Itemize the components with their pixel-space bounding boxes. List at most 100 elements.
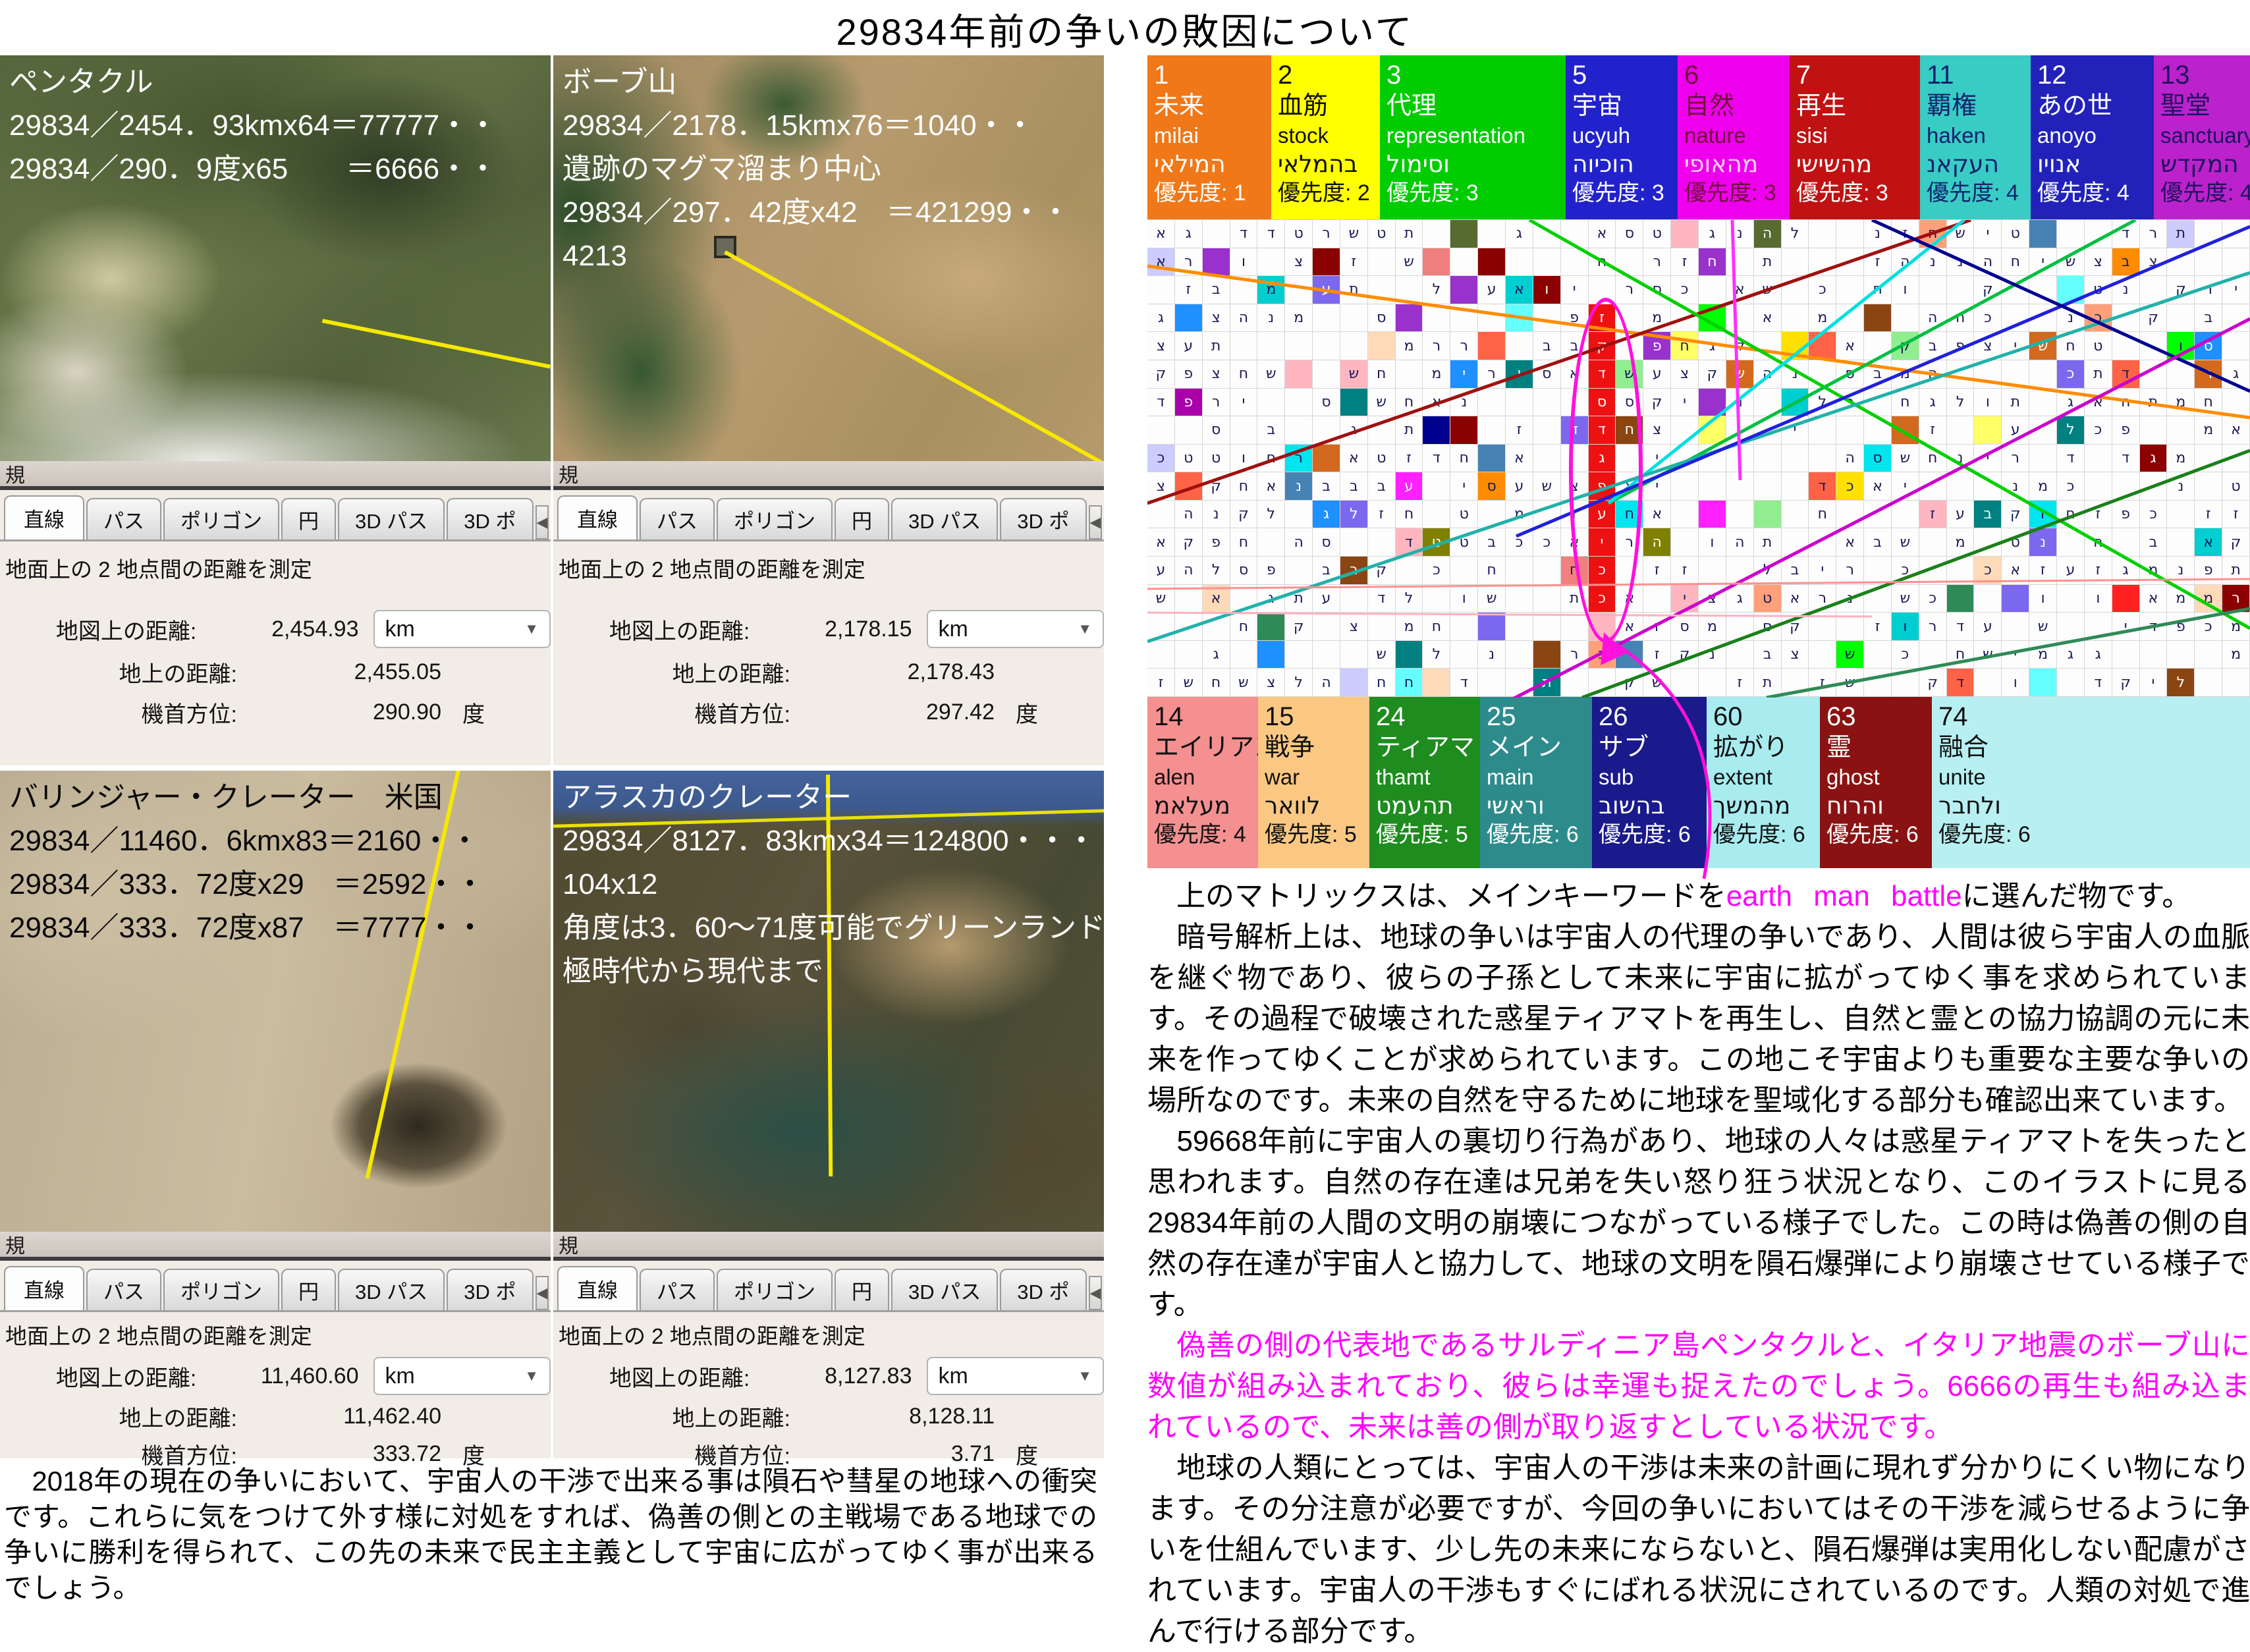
ruler-window-titlebar[interactable]: 規 [553,461,1104,487]
chevron-down-icon: ▼ [1078,1367,1093,1384]
measure-line [321,319,551,369]
map-distance-value: 2,454.93 [271,616,359,642]
tab-3D パス[interactable]: 3D パス [338,1269,445,1310]
ruler-dialog: 直線 パス ポリゴン円 3D パス 3D ポ ◀ 地面上の 2 地点間の距離を測定 地図上… [553,490,1105,765]
unit-value: km [938,1363,968,1389]
ground-distance-label: 地上の距離: [672,1406,790,1431]
left-conclusion-paragraph: 2018年の現在の争いにおいて、宇宙人の干渉で出来る事は隕石や彗星の地球への衝突… [4,1466,1097,1603]
satellite-image-barringer: バリンジャー・クレーター 米国 29834／11460．6kmx83＝2160・・… [0,771,551,1232]
map-distance-value: 2,178.15 [825,616,912,642]
chevron-down-icon: ▼ [1078,620,1093,637]
ruler-description: 地面上の 2 地点間の距離を測定 [5,557,312,582]
matrix-column-25: 25 メイン main וראשי 優先度: 6 [1480,697,1592,868]
tab-直線[interactable]: 直線 [4,1266,84,1310]
measure-line [724,250,1103,461]
matrix-keyword: earth man battle [1726,880,1962,912]
tab-直線[interactable]: 直線 [4,495,84,539]
tab-scroll-left-button[interactable]: ◀ [535,1276,549,1310]
ground-distance-value: 2,178.43 [907,659,995,684]
unit-dropdown[interactable]: km ▼ [373,610,551,648]
heading-value: 297.42 [926,700,995,725]
cipher-matrix-section: 1 未来 milai המילאי 優先度: 1 2 血筋 stock בהמלאי 優先度: 2… [1147,55,2250,1647]
window-title: 規 [559,1236,578,1257]
tab-scroll-left-button[interactable]: ◀ [1088,1276,1103,1310]
ground-distance-value: 2,455.05 [354,659,441,684]
matrix-column-74: 74 融合 unite ולחבר 優先度: 6 [1932,697,2250,868]
tab-円[interactable]: 円 [835,498,889,539]
unit-value: km [385,616,415,642]
tab-円[interactable]: 円 [835,1269,889,1310]
ground-distance-value: 11,462.40 [343,1404,441,1429]
tab-3D ポ[interactable]: 3D ポ [447,1269,534,1310]
tab-3D パス[interactable]: 3D パス [338,498,445,539]
tab-3D ポ[interactable]: 3D ポ [447,498,534,539]
window-title: 規 [5,1236,25,1257]
matrix-column-2: 2 血筋 stock בהמלאי 優先度: 2 [1271,55,1380,219]
tab-3D パス[interactable]: 3D パス [891,498,999,539]
analysis-paragraph-2: 暗号解析上は、地球の争いは宇宙人の代理の争いであり、人間は彼ら宇宙人の血脈を継ぐ… [1147,921,2250,1116]
tab-パス[interactable]: パス [640,1269,715,1310]
tab-円[interactable]: 円 [281,498,336,539]
satellite-image-bove: ボーブ山 29834／2178．15kmx76＝1040・・ 遺跡のマグマ溜まり中心… [553,55,1104,461]
ground-distance-value: 8,128.11 [909,1404,995,1429]
map-distance-label: 地図上の距離: [55,619,197,644]
map-distance-value: 8,127.83 [825,1363,912,1389]
analysis-paragraph-4-magenta: 偽善の側の代表地であるサルディニア島ペンタクルと、イタリア地震のボーブ山に数値が… [1147,1329,2250,1443]
window-title: 規 [559,465,578,487]
ruler-description: 地面上の 2 地点間の距離を測定 [559,1324,865,1348]
heading-label: 機首方位: [694,1444,790,1469]
matrix-column-3: 3 代理 representation וסימול 優先度: 3 [1380,55,1566,219]
ruler-window-titlebar[interactable]: 規 [0,1232,551,1257]
tab-3D ポ[interactable]: 3D ポ [1000,498,1087,539]
tab-ポリゴン[interactable]: ポリゴン [717,498,833,539]
ruler-dialog: 直線 パス ポリゴン円 3D パス 3D ポ ◀ 地面上の 2 地点間の距離を測定 地図上… [0,490,551,765]
panel-bove: ボーブ山 29834／2178．15kmx76＝1040・・ 遺跡のマグマ溜まり中心… [553,55,1105,765]
chevron-down-icon: ▼ [524,620,539,637]
ground-distance-label: 地上の距離: [672,662,790,687]
tab-直線[interactable]: 直線 [557,495,638,539]
ground-distance-label: 地上の距離: [119,662,237,687]
matrix-column-15: 15 戦争 war לוואר 優先度: 5 [1258,697,1369,868]
ruler-window-titlebar[interactable]: 規 [0,461,551,487]
unit-dropdown[interactable]: km ▼ [926,1357,1105,1395]
image-annotation: ボーブ山 29834／2178．15kmx76＝1040・・ 遺跡のマグマ溜まり中心… [562,66,1070,272]
unit-dropdown[interactable]: km ▼ [373,1357,551,1395]
tab-パス[interactable]: パス [86,1269,161,1310]
degree-unit: 度 [1016,702,1038,727]
unit-dropdown[interactable]: km ▼ [926,610,1105,648]
highlight-ellipse [1569,298,1643,643]
matrix-column-26: 26 サブ sub בהשוב 優先度: 6 [1592,697,1707,868]
panel-barringer: バリンジャー・クレーター 米国 29834／11460．6kmx83＝2160・・… [0,771,551,1469]
ruler-tab-bar: 直線 パス ポリゴン円 3D パス 3D ポ ◀ [553,490,1104,541]
tab-直線[interactable]: 直線 [557,1266,638,1310]
tab-3D パス[interactable]: 3D パス [891,1269,999,1310]
matrix-column-5: 5 宇宙 ucyuh הוכיוה 優先度: 3 [1566,55,1678,219]
chevron-down-icon: ▼ [524,1367,539,1384]
heading-label: 機首方位: [141,702,237,727]
ruler-description: 地面上の 2 地点間の距離を測定 [5,1324,312,1348]
matrix-column-14: 14エイリアンalenמעלאמ優先度: 4 [1147,697,1258,868]
map-distance-label: 地図上の距離: [55,1365,197,1391]
tab-3D ポ[interactable]: 3D ポ [1000,1269,1087,1310]
heading-value: 333.72 [373,1441,441,1466]
tab-パス[interactable]: パス [640,498,715,539]
tab-円[interactable]: 円 [281,1269,336,1310]
ruler-window-titlebar[interactable]: 規 [553,1232,1104,1257]
tab-ポリゴン[interactable]: ポリゴン [163,498,279,539]
tab-scroll-left-button[interactable]: ◀ [535,505,549,539]
divider [0,1257,551,1261]
tab-パス[interactable]: パス [86,498,161,539]
degree-unit: 度 [1016,1444,1038,1469]
matrix-column-24: 24ティアマトthamtתהעמט優先度: 5 [1369,697,1480,868]
ruler-tab-bar: 直線 パス ポリゴン円 3D パス 3D ポ ◀ [553,1261,1104,1312]
tab-ポリゴン[interactable]: ポリゴン [163,1269,279,1310]
panel-pentacle: ペンタクル 29834／2454．93kmx64＝77777・・ 29834／290… [0,55,551,765]
ruler-description: 地面上の 2 地点間の距離を測定 [559,557,865,582]
tab-ポリゴン[interactable]: ポリゴン [717,1269,833,1310]
image-annotation: ペンタクル 29834／2454．93kmx64＝77777・・ 29834／290… [9,66,498,185]
tab-scroll-left-button[interactable]: ◀ [1088,505,1103,539]
matrix-column-63: 63 霊 ghost והרוח 優先度: 6 [1820,697,1932,868]
